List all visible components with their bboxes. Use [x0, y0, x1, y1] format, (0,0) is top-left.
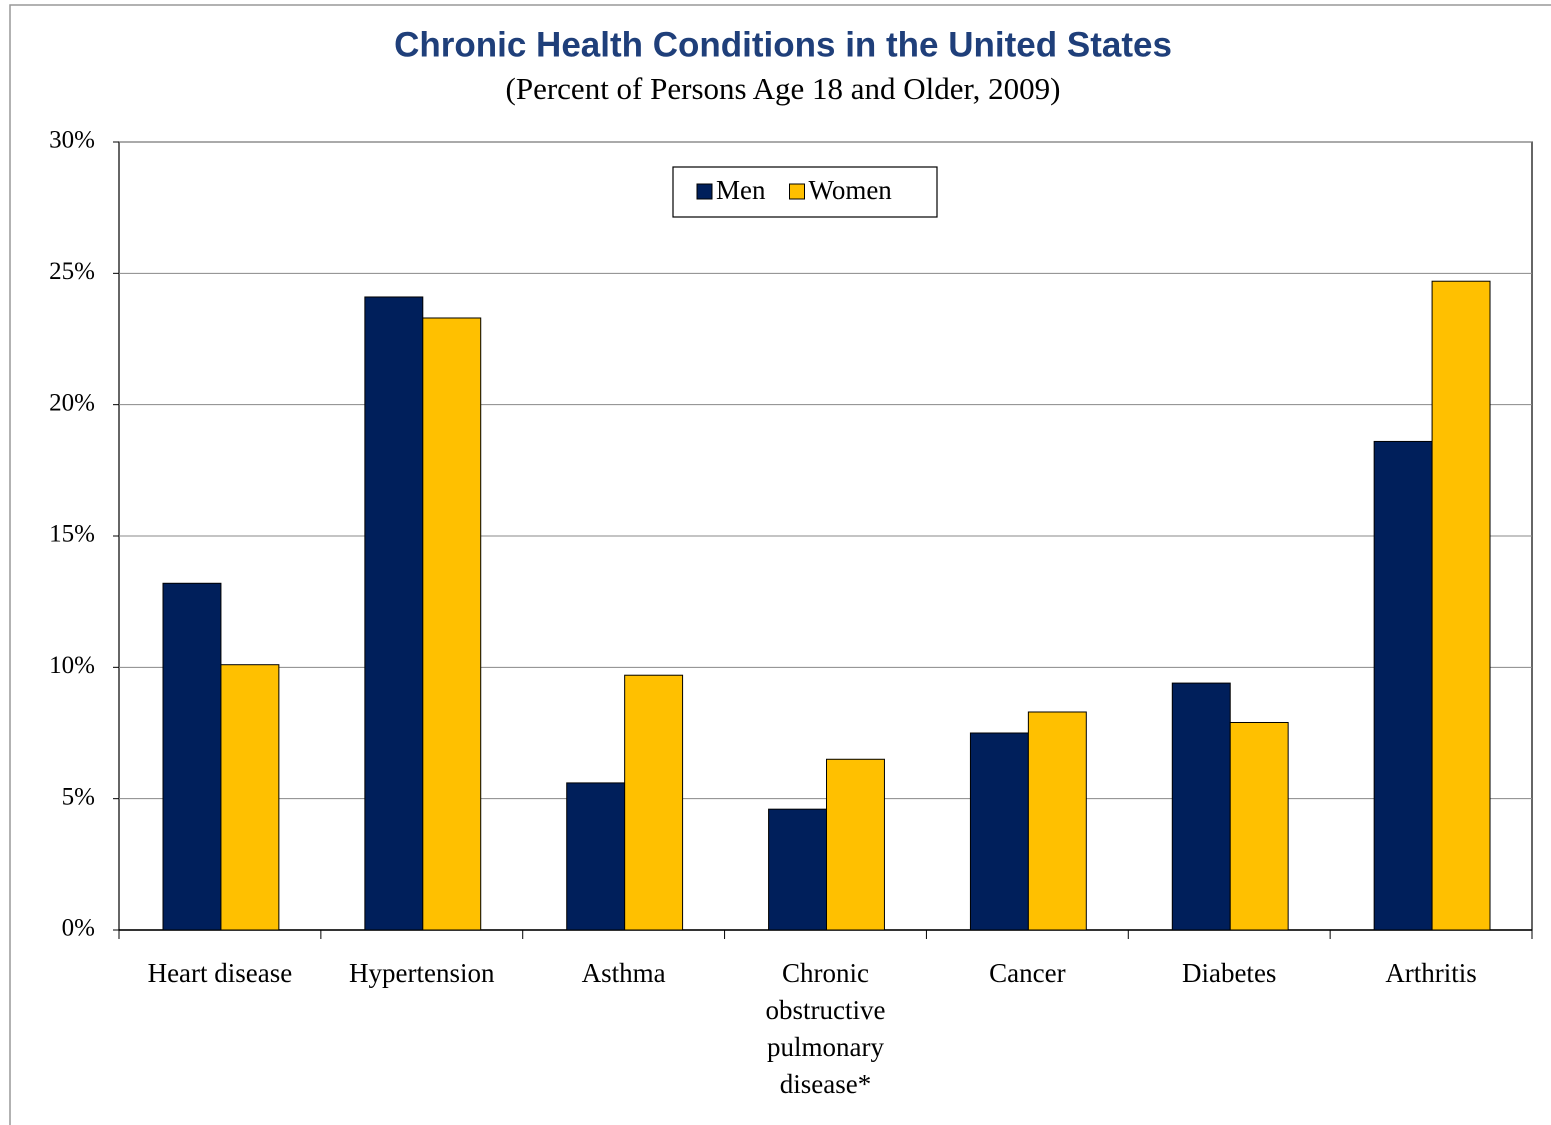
chart-subtitle: (Percent of Persons Age 18 and Older, 20…: [506, 71, 1061, 106]
y-tick-label: 20%: [49, 389, 95, 416]
y-tick-label: 5%: [62, 783, 95, 810]
y-tick-label: 30%: [49, 127, 95, 154]
legend-label: Women: [809, 175, 893, 205]
x-tick-label: Heart disease: [147, 958, 293, 988]
bar: [1229, 721, 1289, 931]
bar: [566, 782, 626, 931]
x-tick-label: Arthritis: [1385, 958, 1477, 988]
bar: [1373, 440, 1433, 931]
y-tick-label: 15%: [49, 521, 95, 548]
bar: [624, 674, 684, 931]
legend-swatch: [789, 183, 805, 200]
bar: [422, 317, 482, 931]
bar: [969, 732, 1029, 931]
bar: [768, 808, 828, 931]
bar: [826, 758, 885, 931]
bar: [1027, 711, 1087, 931]
x-tick-label: Cancer: [989, 958, 1066, 988]
chart-title: Chronic Health Conditions in the United …: [394, 25, 1172, 64]
x-tick-label: Hypertension: [349, 958, 495, 988]
y-tick-label: 25%: [49, 258, 95, 285]
y-tick-label: 0%: [62, 915, 95, 942]
bar: [220, 664, 280, 931]
x-tick-label: Asthma: [581, 958, 666, 988]
x-tick-label: Diabetes: [1181, 958, 1277, 988]
bar: [1171, 682, 1231, 931]
x-tick-label: Chronic obstructive pulmonary disease*: [765, 958, 886, 1099]
bar: [1431, 280, 1491, 931]
bar: [364, 296, 424, 931]
legend-label: Men: [716, 175, 766, 205]
legend-swatch: [696, 183, 713, 200]
bar: [162, 582, 222, 931]
frame: [9, 4, 1551, 1125]
y-tick-label: 10%: [49, 652, 95, 679]
